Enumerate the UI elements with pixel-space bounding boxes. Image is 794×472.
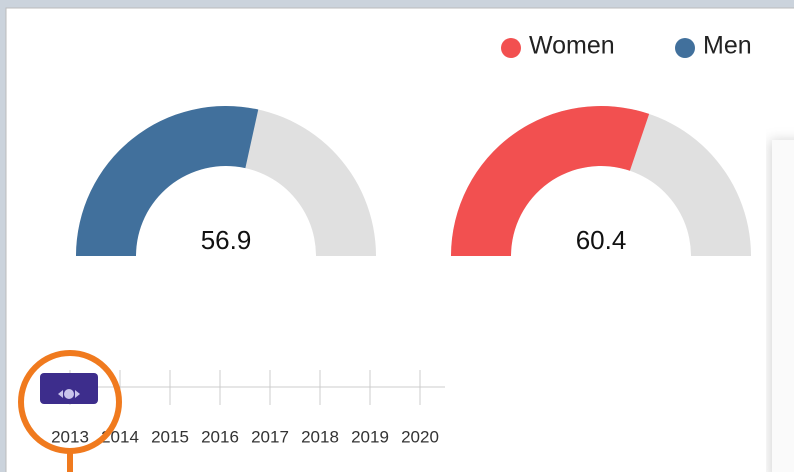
gauge-value <box>76 105 259 256</box>
slider-handle[interactable] <box>40 373 98 404</box>
gauge-label: 56.9 <box>201 225 252 255</box>
year-label: 2018 <box>301 427 339 446</box>
legend-label: Women <box>529 32 615 60</box>
legend: Women Men <box>501 32 752 60</box>
year-label: 2017 <box>251 427 289 446</box>
gauge-value <box>451 105 650 257</box>
handle[interactable] <box>40 373 98 404</box>
gauges: 60.4 56.9 <box>76 105 751 257</box>
handle-dot <box>64 389 74 399</box>
year-label: 2015 <box>151 427 189 446</box>
handle-arrows <box>58 390 80 398</box>
highlight-circle <box>18 350 122 454</box>
year-label: 2019 <box>351 427 389 446</box>
year-label: 2016 <box>201 427 239 446</box>
year-label: 2013 <box>51 427 89 446</box>
gauge-label: 60.4 <box>576 225 627 255</box>
legend-label: Men <box>703 32 752 60</box>
side-panel <box>772 140 794 472</box>
year-label: 2020 <box>401 427 439 446</box>
legend-marker <box>501 38 521 58</box>
legend-marker <box>675 38 695 58</box>
